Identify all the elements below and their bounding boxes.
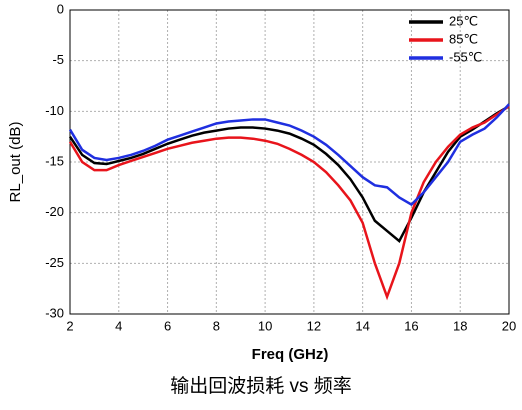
y-tick-label: 0 [57, 1, 64, 16]
legend-label: 25℃ [449, 13, 478, 28]
y-tick-label: -30 [45, 305, 64, 320]
y-tick-label: -25 [45, 255, 64, 270]
line-series [68, 105, 510, 301]
y-tick-label: -10 [45, 103, 64, 118]
y-tick-label: -20 [45, 204, 64, 219]
line-series [68, 105, 510, 243]
legend-label: 85℃ [449, 31, 478, 46]
x-tick-label: 8 [213, 318, 220, 333]
x-axis-label: Freq (GHz) [252, 346, 329, 363]
x-tick-label: 12 [307, 318, 321, 333]
x-tick-label: 18 [453, 318, 467, 333]
x-tick-label: 16 [404, 318, 418, 333]
x-tick-label: 2 [66, 318, 73, 333]
legend-label: -55℃ [449, 49, 482, 64]
y-axis-label: RL_out (dB) [7, 122, 24, 203]
y-tick-label: -15 [45, 153, 64, 168]
x-tick-label: 14 [355, 318, 369, 333]
y-tick-label: -5 [52, 52, 64, 67]
caption: 输出回波损耗 vs 频率 [170, 375, 352, 397]
x-tick-label: 10 [258, 318, 272, 333]
line-series [68, 103, 510, 207]
x-tick-label: 20 [502, 318, 516, 333]
plot-frame [69, 9, 510, 315]
x-tick-label: 6 [164, 318, 171, 333]
x-tick-label: 4 [115, 318, 122, 333]
